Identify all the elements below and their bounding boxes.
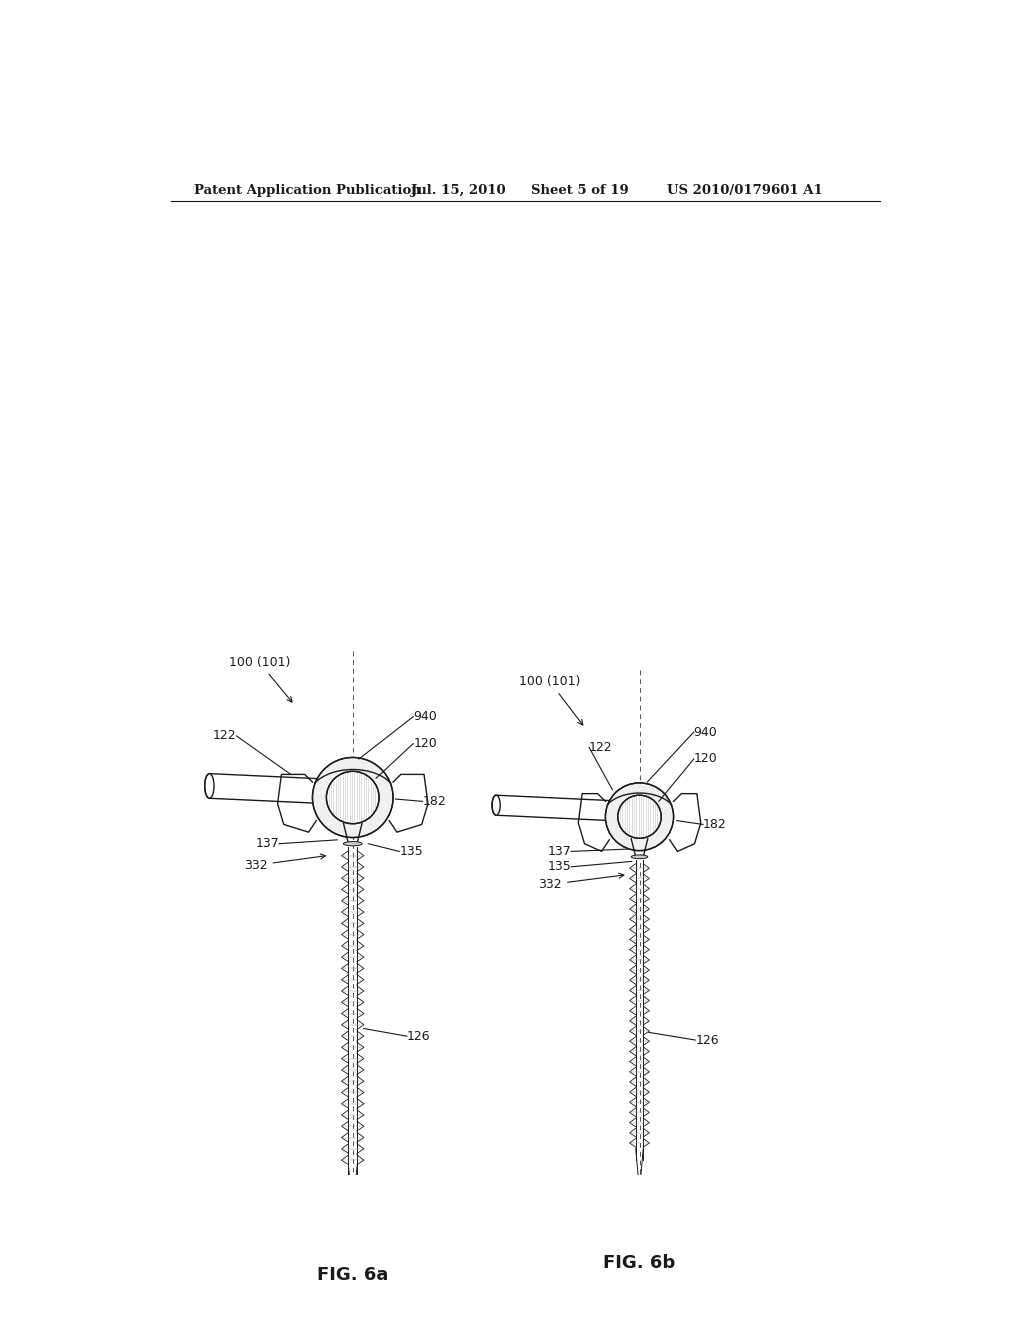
Text: 126: 126 xyxy=(695,1034,719,1047)
Circle shape xyxy=(617,795,662,838)
Text: 137: 137 xyxy=(548,845,571,858)
Text: 120: 120 xyxy=(693,752,718,766)
Ellipse shape xyxy=(631,855,648,858)
Text: US 2010/0179601 A1: US 2010/0179601 A1 xyxy=(667,185,822,197)
Ellipse shape xyxy=(343,842,362,846)
Text: Patent Application Publication: Patent Application Publication xyxy=(194,185,421,197)
Text: 182: 182 xyxy=(423,795,446,808)
Text: 135: 135 xyxy=(548,861,571,874)
Text: 126: 126 xyxy=(407,1030,431,1043)
Text: 135: 135 xyxy=(399,845,423,858)
Text: 122: 122 xyxy=(213,730,237,742)
Text: 182: 182 xyxy=(703,818,727,832)
Text: Jul. 15, 2010: Jul. 15, 2010 xyxy=(411,185,506,197)
Text: 122: 122 xyxy=(589,741,612,754)
Text: 120: 120 xyxy=(414,737,437,750)
Text: 940: 940 xyxy=(693,726,718,739)
Text: 332: 332 xyxy=(539,873,624,891)
Ellipse shape xyxy=(656,803,664,822)
Text: 100 (101): 100 (101) xyxy=(228,656,292,702)
Ellipse shape xyxy=(493,795,500,816)
Circle shape xyxy=(327,771,379,824)
Text: Sheet 5 of 19: Sheet 5 of 19 xyxy=(531,185,629,197)
Text: 940: 940 xyxy=(414,710,437,723)
Text: 100 (101): 100 (101) xyxy=(519,676,583,725)
Text: FIG. 6a: FIG. 6a xyxy=(317,1266,388,1284)
Text: 332: 332 xyxy=(244,854,326,871)
Ellipse shape xyxy=(205,774,214,799)
Circle shape xyxy=(312,758,393,837)
Text: FIG. 6b: FIG. 6b xyxy=(603,1254,676,1272)
Circle shape xyxy=(605,783,674,850)
Ellipse shape xyxy=(373,781,381,807)
Text: 137: 137 xyxy=(255,837,280,850)
